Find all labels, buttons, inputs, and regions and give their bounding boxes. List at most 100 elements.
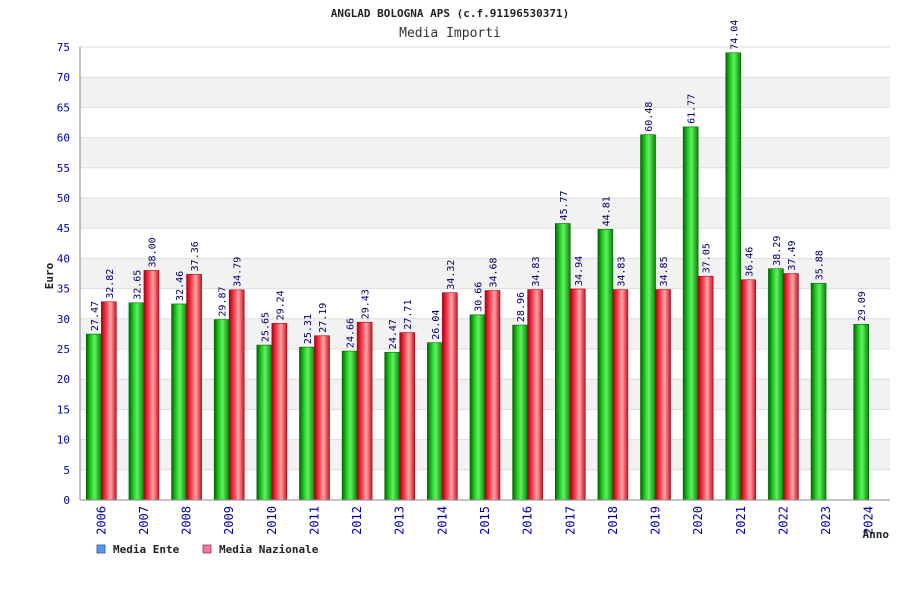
x-tick-label: 2017 bbox=[563, 506, 577, 535]
y-tick-label: 5 bbox=[63, 464, 70, 477]
data-label: 35.88 bbox=[815, 250, 826, 280]
bar-media-ente bbox=[86, 333, 102, 501]
data-label: 34.83 bbox=[616, 257, 627, 287]
x-tick-label: 2016 bbox=[521, 506, 535, 535]
bar-media-nazionale bbox=[697, 275, 714, 501]
x-tick-label: 2018 bbox=[606, 506, 620, 535]
bar-media-ente bbox=[554, 223, 571, 501]
data-label: 38.00 bbox=[147, 237, 158, 267]
legend-label-nazionale: Media Nazionale bbox=[219, 543, 319, 556]
bar-media-nazionale bbox=[527, 289, 543, 501]
legend: Media Ente Media Nazionale bbox=[96, 543, 319, 556]
data-label: 25.31 bbox=[303, 314, 314, 344]
data-label: 44.81 bbox=[601, 196, 612, 226]
x-tick-label: 2010 bbox=[265, 506, 279, 535]
bar-media-nazionale bbox=[101, 301, 117, 501]
bar-media-ente bbox=[469, 314, 486, 501]
y-tick-label: 75 bbox=[57, 41, 70, 54]
data-label: 32.65 bbox=[132, 270, 143, 300]
data-label: 27.71 bbox=[403, 300, 414, 330]
bar-media-nazionale bbox=[399, 332, 416, 501]
data-label: 37.36 bbox=[190, 241, 201, 271]
y-tick-label: 30 bbox=[57, 313, 70, 326]
data-label: 34.85 bbox=[659, 256, 670, 286]
bar-media-nazionale bbox=[484, 290, 501, 501]
x-tick-label: 2019 bbox=[649, 506, 663, 535]
grid-band bbox=[80, 137, 890, 168]
x-tick-label: 2008 bbox=[180, 506, 194, 535]
bar-media-ente bbox=[640, 134, 656, 501]
data-label: 32.82 bbox=[105, 269, 116, 299]
data-label: 27.19 bbox=[318, 303, 329, 333]
y-tick-label: 70 bbox=[57, 71, 70, 84]
bar-media-ente bbox=[682, 126, 699, 501]
x-tick-label: 2020 bbox=[691, 506, 705, 535]
bar-media-ente bbox=[427, 342, 443, 501]
x-tick-label: 2023 bbox=[819, 506, 833, 535]
data-label: 30.66 bbox=[474, 282, 485, 312]
data-label: 60.48 bbox=[644, 102, 655, 132]
y-tick-label: 25 bbox=[57, 343, 70, 356]
data-label: 34.32 bbox=[446, 260, 457, 290]
bar-media-ente bbox=[256, 344, 273, 501]
x-axis-ticks: 2006 2007 2008 2009 2010 2011 2012 2013 2014 2015… bbox=[94, 506, 875, 535]
data-label: 24.66 bbox=[346, 318, 357, 348]
bars bbox=[86, 52, 869, 501]
bar-media-ente bbox=[768, 268, 784, 501]
bar-media-ente bbox=[384, 351, 401, 501]
grid-band bbox=[80, 77, 890, 108]
data-label: 34.83 bbox=[531, 257, 542, 287]
data-label: 38.29 bbox=[772, 236, 783, 266]
bar-media-ente bbox=[597, 229, 614, 501]
data-label: 27.47 bbox=[90, 301, 101, 331]
data-label: 29.43 bbox=[361, 289, 372, 319]
bar-media-nazionale bbox=[655, 289, 671, 501]
x-tick-label: 2015 bbox=[478, 506, 492, 535]
data-label: 29.24 bbox=[275, 290, 286, 320]
bar-media-ente bbox=[853, 323, 869, 501]
data-label: 74.04 bbox=[729, 20, 740, 50]
y-axis-label: Euro bbox=[43, 262, 56, 289]
x-tick-label: 2021 bbox=[734, 506, 748, 535]
legend-swatch-nazionale bbox=[202, 544, 212, 554]
bar-media-nazionale bbox=[228, 289, 245, 501]
bar-media-nazionale bbox=[356, 321, 373, 501]
data-label: 45.77 bbox=[559, 190, 570, 220]
data-label: 24.47 bbox=[388, 319, 399, 349]
y-tick-label: 10 bbox=[57, 434, 70, 447]
data-label: 34.68 bbox=[489, 257, 500, 287]
bar-media-ente bbox=[171, 303, 187, 501]
y-tick-label: 55 bbox=[57, 162, 70, 175]
bar-media-ente bbox=[512, 324, 528, 501]
bar-media-nazionale bbox=[783, 273, 799, 501]
bar-media-nazionale bbox=[143, 270, 160, 501]
y-tick-label: 20 bbox=[57, 373, 70, 386]
bar-media-nazionale bbox=[442, 292, 458, 501]
data-label: 25.65 bbox=[260, 312, 271, 342]
y-tick-label: 45 bbox=[57, 222, 70, 235]
bar-media-nazionale bbox=[569, 288, 586, 501]
y-tick-label: 35 bbox=[57, 283, 70, 296]
bar-media-ente bbox=[341, 350, 358, 501]
bar-media-ente bbox=[725, 52, 742, 501]
x-tick-label: 2022 bbox=[776, 506, 790, 535]
data-label: 61.77 bbox=[687, 94, 698, 124]
x-tick-label: 2011 bbox=[307, 506, 321, 535]
y-tick-label: 15 bbox=[57, 403, 70, 416]
bar-media-nazionale bbox=[612, 289, 629, 501]
data-labels: 27.47 32.82 32.65 38.00 32.46 37.36 29.87 34.79… bbox=[90, 20, 868, 350]
data-label: 34.79 bbox=[233, 257, 244, 287]
data-label: 32.46 bbox=[175, 271, 186, 301]
data-label: 29.09 bbox=[857, 291, 868, 321]
bar-media-nazionale bbox=[314, 335, 330, 501]
y-tick-label: 0 bbox=[63, 494, 70, 507]
bar-media-nazionale bbox=[186, 274, 202, 501]
data-label: 34.94 bbox=[574, 256, 585, 286]
chart-subtitle: Media Importi bbox=[399, 26, 501, 41]
x-axis-label: Anno bbox=[863, 528, 890, 541]
y-tick-label: 50 bbox=[57, 192, 70, 205]
data-label: 28.96 bbox=[516, 292, 527, 322]
bar-media-ente bbox=[213, 319, 230, 501]
y-tick-label: 60 bbox=[57, 132, 70, 145]
